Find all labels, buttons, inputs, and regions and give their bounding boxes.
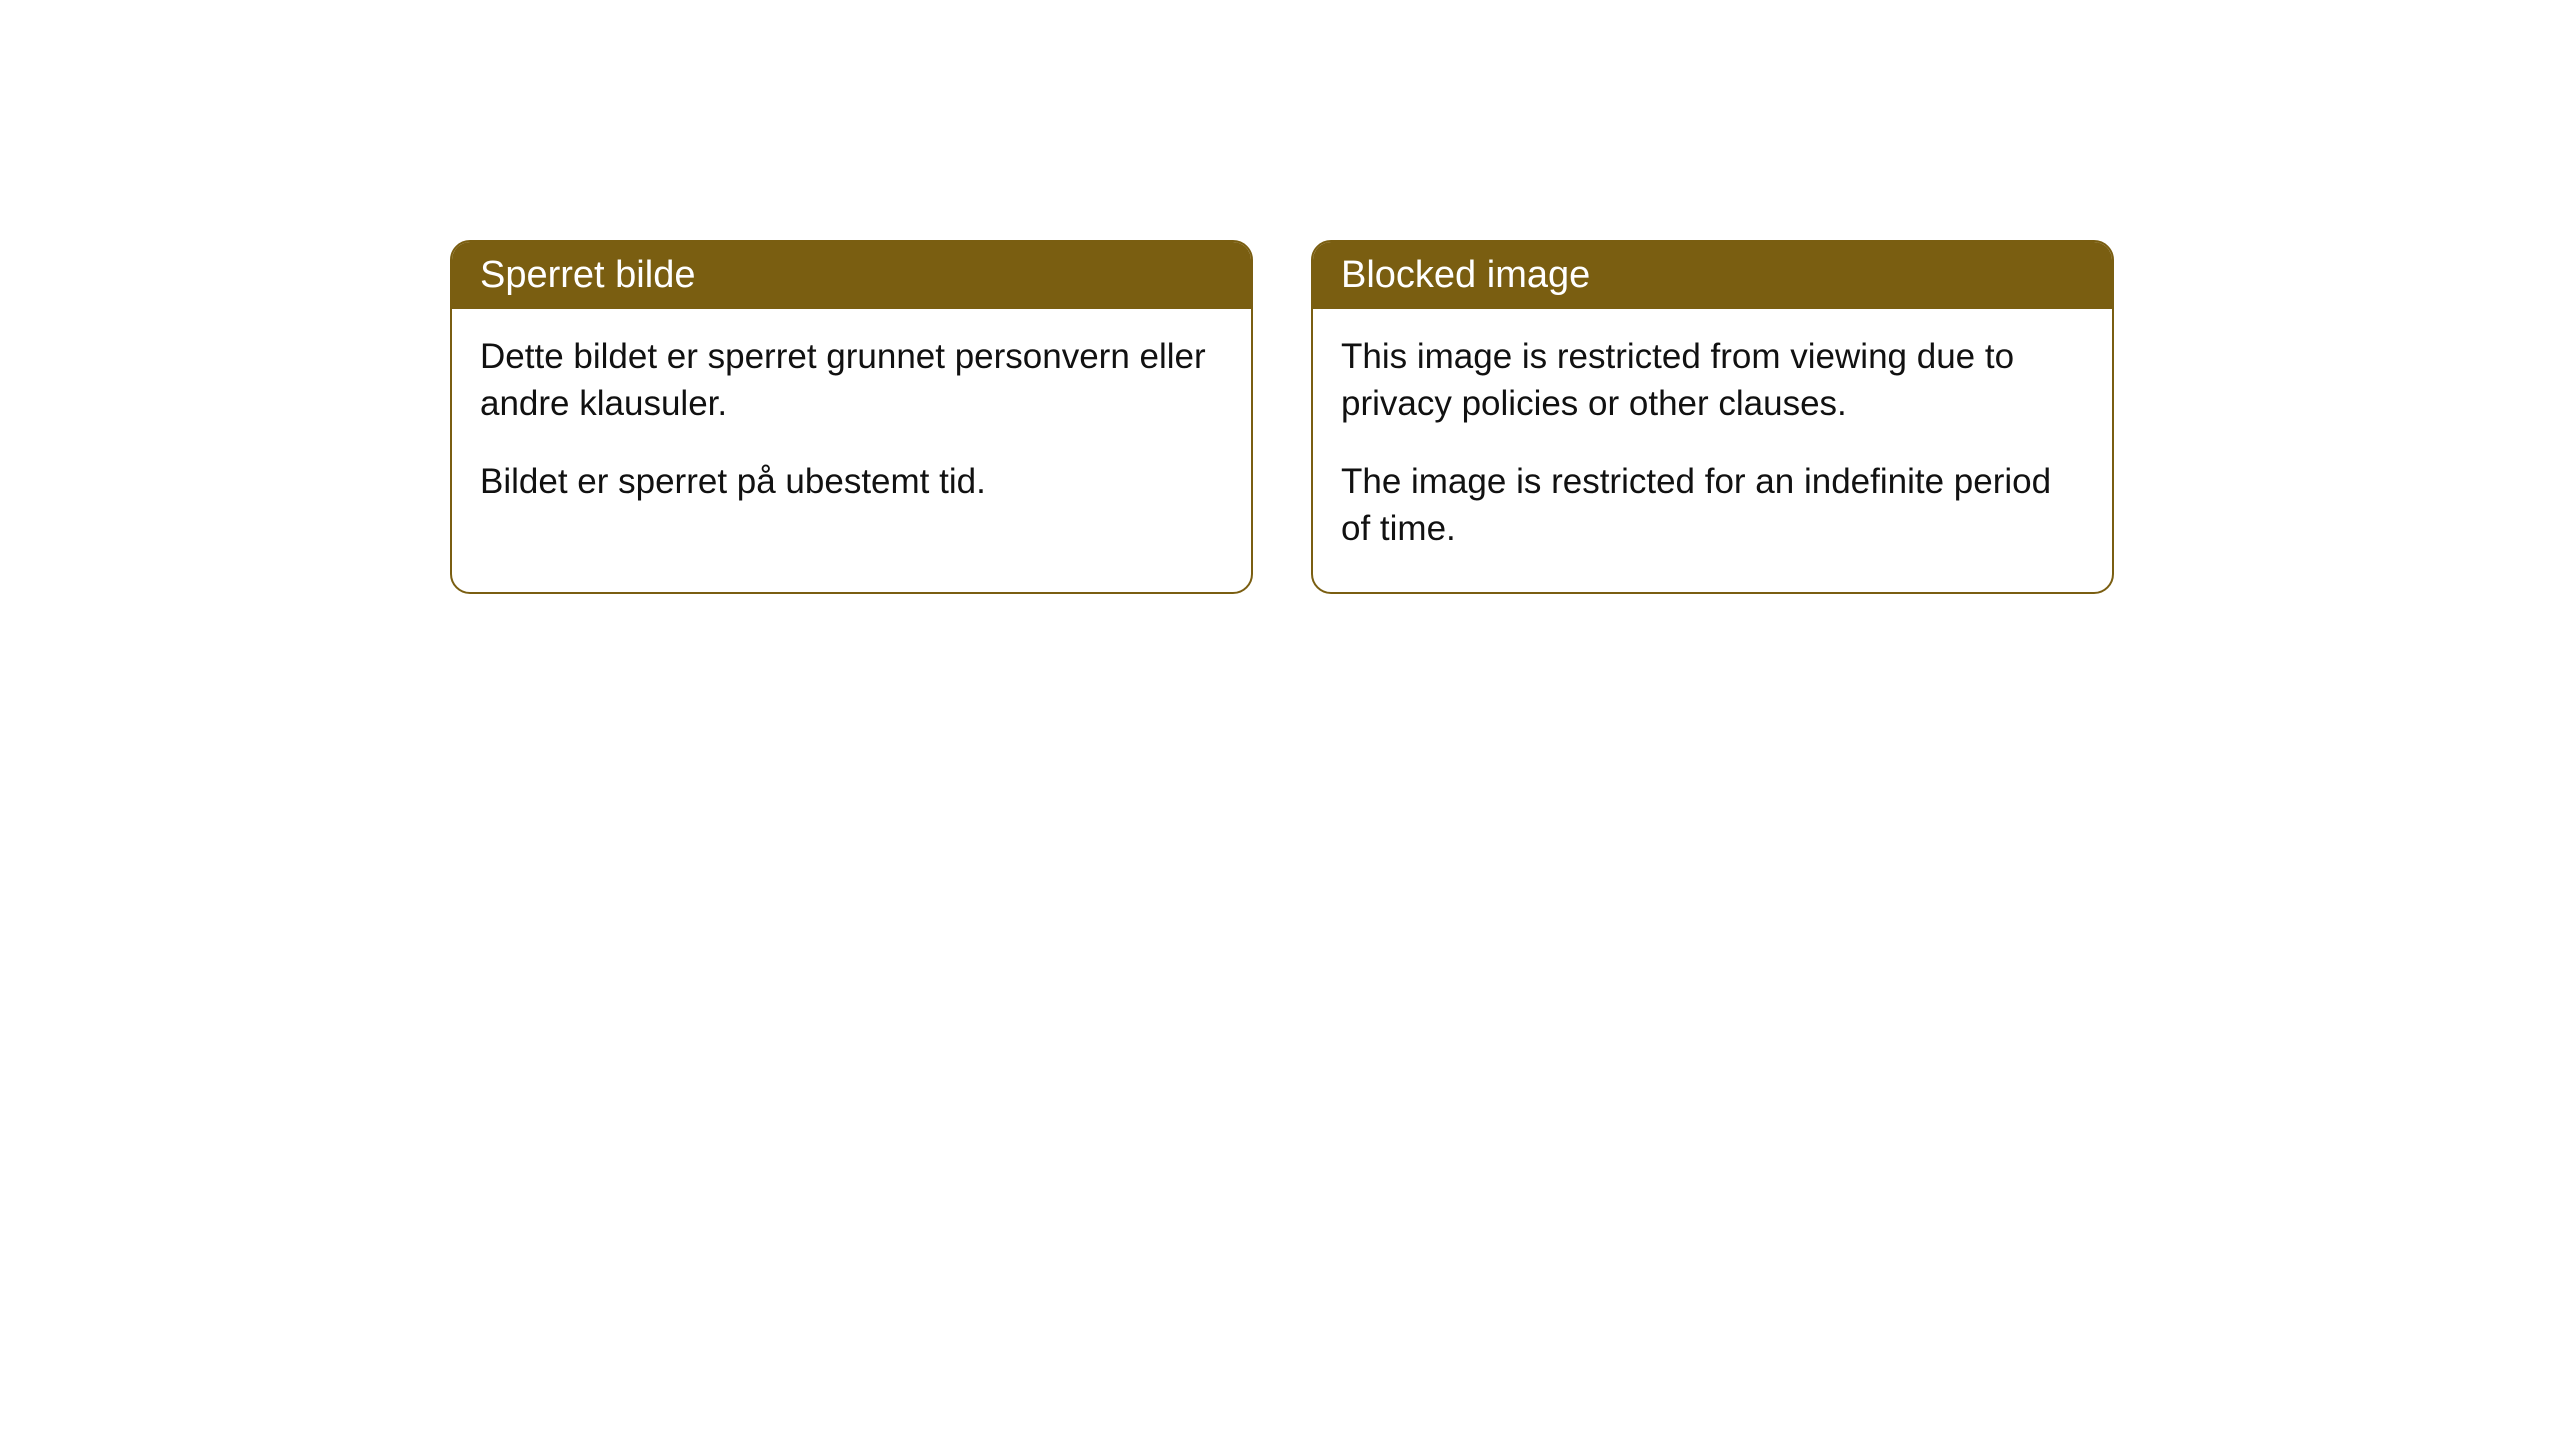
card-para2-english: The image is restricted for an indefinit…	[1341, 458, 2084, 553]
card-body-norwegian: Dette bildet er sperret grunnet personve…	[452, 309, 1251, 545]
card-body-english: This image is restricted from viewing du…	[1313, 309, 2112, 592]
card-para2-norwegian: Bildet er sperret på ubestemt tid.	[480, 458, 1223, 505]
card-header-english: Blocked image	[1313, 242, 2112, 309]
card-para1-english: This image is restricted from viewing du…	[1341, 333, 2084, 428]
card-header-norwegian: Sperret bilde	[452, 242, 1251, 309]
card-english: Blocked image This image is restricted f…	[1311, 240, 2114, 594]
card-para1-norwegian: Dette bildet er sperret grunnet personve…	[480, 333, 1223, 428]
cards-container: Sperret bilde Dette bildet er sperret gr…	[450, 240, 2114, 594]
card-norwegian: Sperret bilde Dette bildet er sperret gr…	[450, 240, 1253, 594]
